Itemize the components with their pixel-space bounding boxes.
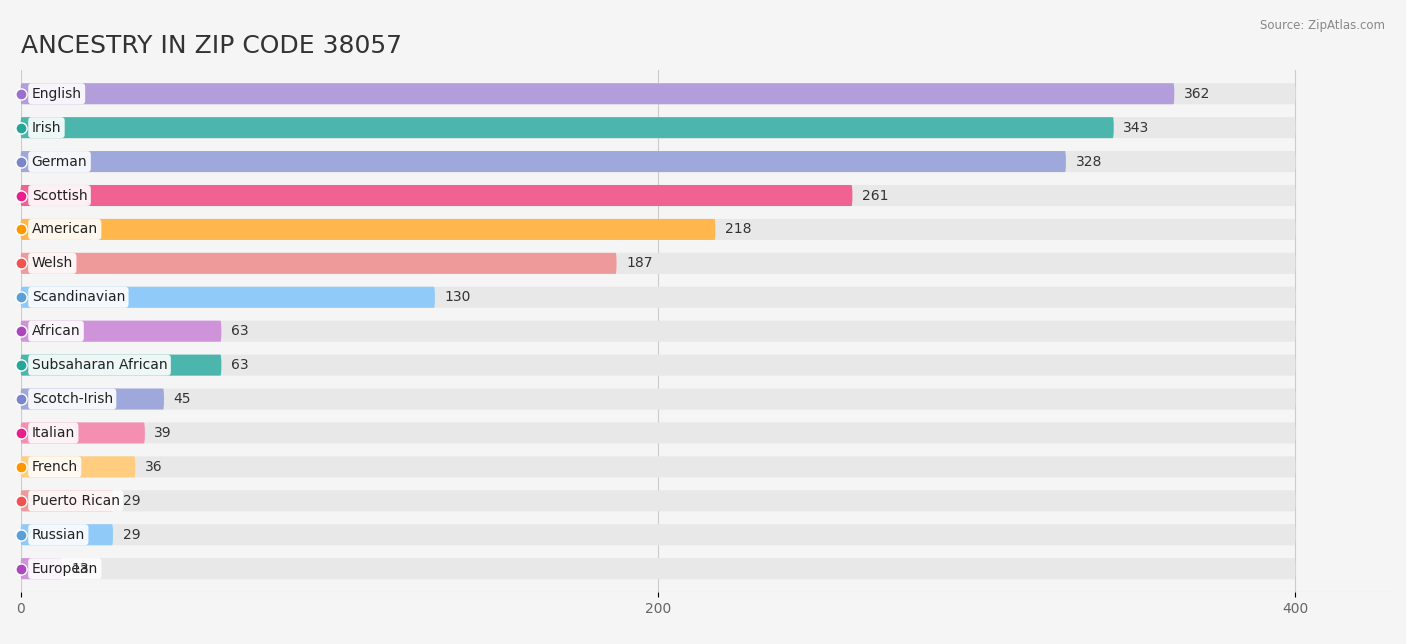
Text: African: African (32, 324, 80, 338)
Text: Subsaharan African: Subsaharan African (32, 358, 167, 372)
Text: 45: 45 (173, 392, 191, 406)
FancyBboxPatch shape (21, 457, 1295, 477)
Text: 218: 218 (725, 222, 751, 236)
FancyBboxPatch shape (21, 321, 1295, 342)
FancyBboxPatch shape (21, 422, 145, 444)
FancyBboxPatch shape (21, 83, 1174, 104)
Text: Italian: Italian (32, 426, 75, 440)
Text: Source: ZipAtlas.com: Source: ZipAtlas.com (1260, 19, 1385, 32)
FancyBboxPatch shape (21, 524, 112, 545)
Text: Welsh: Welsh (32, 256, 73, 270)
Text: English: English (32, 87, 82, 100)
FancyBboxPatch shape (21, 558, 62, 579)
FancyBboxPatch shape (21, 388, 165, 410)
FancyBboxPatch shape (21, 490, 112, 511)
Text: 343: 343 (1123, 120, 1150, 135)
Text: ANCESTRY IN ZIP CODE 38057: ANCESTRY IN ZIP CODE 38057 (21, 34, 402, 59)
FancyBboxPatch shape (21, 185, 1295, 206)
FancyBboxPatch shape (21, 151, 1295, 172)
FancyBboxPatch shape (21, 524, 1295, 545)
Text: Scotch-Irish: Scotch-Irish (32, 392, 112, 406)
Text: 63: 63 (231, 324, 249, 338)
Text: 29: 29 (122, 527, 141, 542)
Text: Scottish: Scottish (32, 189, 87, 202)
Text: 261: 261 (862, 189, 889, 202)
Text: 13: 13 (72, 562, 89, 576)
FancyBboxPatch shape (21, 558, 1295, 579)
FancyBboxPatch shape (21, 151, 1066, 172)
FancyBboxPatch shape (21, 117, 1295, 138)
Text: 187: 187 (626, 256, 652, 270)
FancyBboxPatch shape (21, 321, 221, 342)
FancyBboxPatch shape (21, 253, 1295, 274)
Text: 362: 362 (1184, 87, 1211, 100)
Text: German: German (32, 155, 87, 169)
FancyBboxPatch shape (21, 457, 135, 477)
Text: American: American (32, 222, 98, 236)
Text: French: French (32, 460, 77, 474)
FancyBboxPatch shape (21, 287, 1295, 308)
FancyBboxPatch shape (21, 490, 1295, 511)
Text: 130: 130 (444, 290, 471, 304)
FancyBboxPatch shape (21, 219, 716, 240)
FancyBboxPatch shape (21, 355, 221, 375)
Text: 39: 39 (155, 426, 172, 440)
Text: 328: 328 (1076, 155, 1102, 169)
Text: Scandinavian: Scandinavian (32, 290, 125, 304)
FancyBboxPatch shape (21, 185, 852, 206)
Text: Irish: Irish (32, 120, 62, 135)
Text: Puerto Rican: Puerto Rican (32, 494, 120, 508)
Text: 36: 36 (145, 460, 163, 474)
FancyBboxPatch shape (21, 355, 1295, 375)
Text: 63: 63 (231, 358, 249, 372)
FancyBboxPatch shape (21, 287, 434, 308)
FancyBboxPatch shape (21, 117, 1114, 138)
FancyBboxPatch shape (21, 253, 617, 274)
Text: 29: 29 (122, 494, 141, 508)
FancyBboxPatch shape (21, 83, 1295, 104)
FancyBboxPatch shape (21, 422, 1295, 444)
FancyBboxPatch shape (21, 388, 1295, 410)
Text: European: European (32, 562, 98, 576)
Text: Russian: Russian (32, 527, 84, 542)
FancyBboxPatch shape (21, 219, 1295, 240)
